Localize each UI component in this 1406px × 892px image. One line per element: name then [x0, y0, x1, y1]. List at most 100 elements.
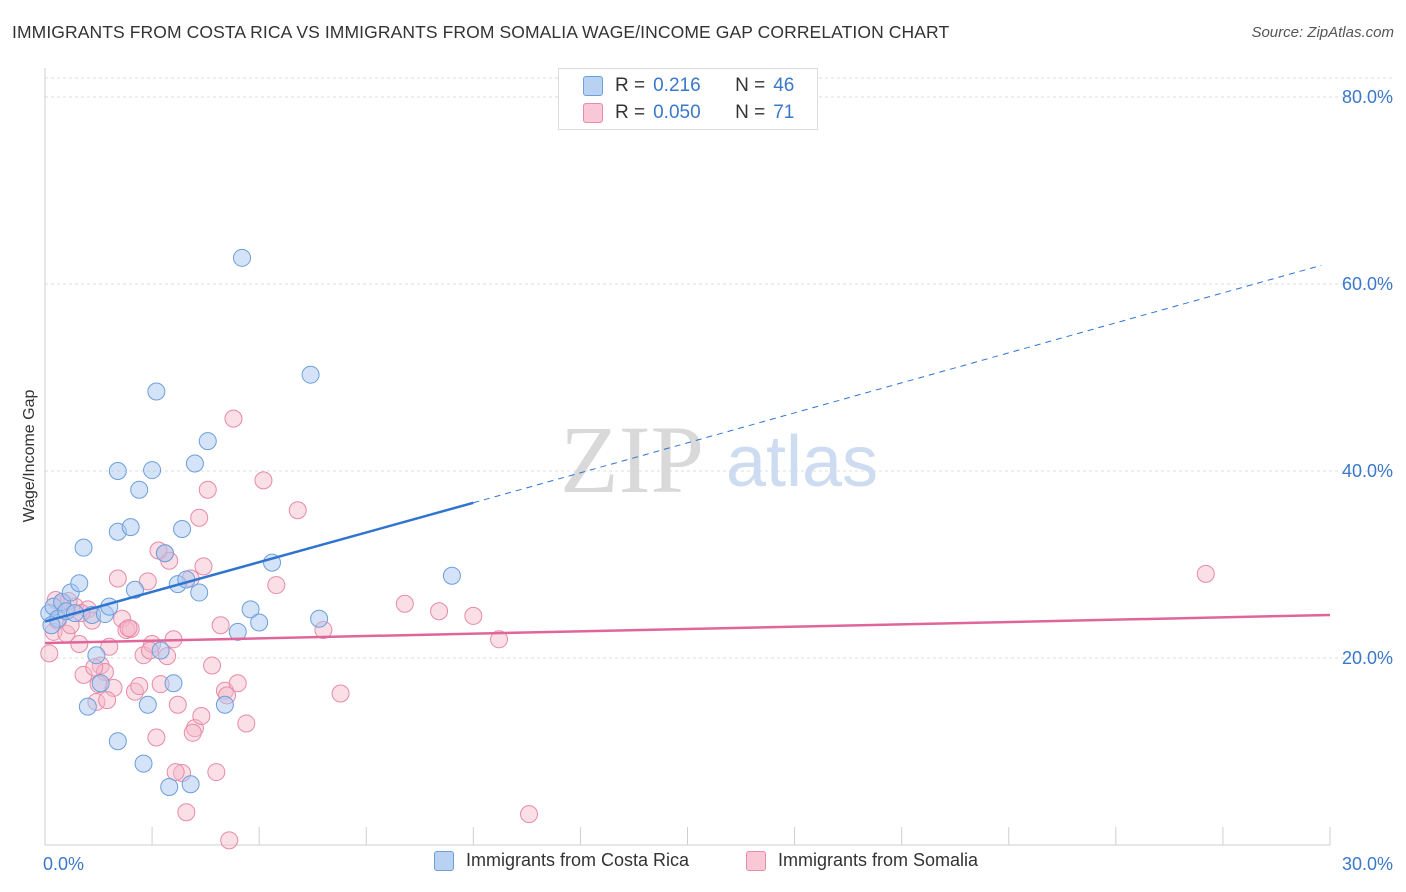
costa-rica-point[interactable]: [164, 674, 183, 693]
watermark: ZIP atlas: [560, 406, 878, 513]
somalia-point[interactable]: [203, 656, 222, 675]
grid: [45, 77, 1392, 659]
costa-rica-point[interactable]: [134, 754, 153, 773]
costa-rica-point[interactable]: [310, 609, 329, 628]
somalia-point[interactable]: [520, 805, 539, 824]
y-tick-label: 40.0%: [1342, 461, 1393, 481]
somalia-point[interactable]: [177, 803, 196, 822]
costa-rica-point[interactable]: [155, 544, 174, 563]
somalia-point[interactable]: [207, 763, 226, 782]
costa-rica-point[interactable]: [301, 365, 320, 384]
somalia-point[interactable]: [254, 471, 273, 490]
somalia-point[interactable]: [288, 501, 307, 520]
somalia-point[interactable]: [198, 480, 217, 499]
costa-rica-point[interactable]: [442, 566, 461, 585]
costa-rica-point[interactable]: [151, 641, 170, 660]
somalia-point[interactable]: [183, 723, 202, 742]
costa-rica-trend-extension: [473, 264, 1322, 504]
costa-rica-point[interactable]: [198, 432, 217, 451]
correlation-legend: R = 0.216 N = 46 R = 0.050 N = 71: [558, 68, 818, 130]
costa-rica-point[interactable]: [125, 580, 144, 599]
somalia-point[interactable]: [168, 695, 187, 714]
y-tick-label: 20.0%: [1342, 648, 1393, 668]
costa-rica-point[interactable]: [181, 775, 200, 794]
costa-rica-point[interactable]: [108, 462, 127, 480]
costa-rica-point[interactable]: [74, 538, 93, 557]
somalia-point[interactable]: [220, 831, 239, 850]
costa-rica-point[interactable]: [147, 382, 166, 401]
somalia-point[interactable]: [395, 594, 414, 613]
somalia-point[interactable]: [237, 714, 256, 733]
somalia-point[interactable]: [166, 763, 185, 782]
watermark-atlas: atlas: [726, 422, 878, 502]
costa-rica-point[interactable]: [228, 622, 247, 641]
somalia-point[interactable]: [190, 508, 209, 527]
somalia-point[interactable]: [147, 728, 166, 747]
costa-rica-point[interactable]: [70, 574, 89, 593]
legend-n-value: 46: [773, 75, 795, 96]
y-tick-label: 80.0%: [1342, 87, 1393, 107]
y-axis-label: Wage/Income Gap: [21, 390, 38, 523]
somalia-point[interactable]: [1196, 564, 1215, 583]
costa-rica-point[interactable]: [160, 778, 179, 797]
blue-swatch-icon: [583, 76, 603, 96]
pink-swatch-icon: [583, 103, 603, 123]
series-legend: Immigrants from Costa Rica Immigrants fr…: [0, 850, 1406, 880]
legend-r-value: 0.216: [653, 75, 701, 96]
somalia-point[interactable]: [331, 684, 350, 703]
somalia-point[interactable]: [98, 691, 117, 710]
tick-labels: 20.0% 40.0% 60.0% 80.0% 0.0% 30.0%: [43, 87, 1393, 874]
costa-rica-point[interactable]: [130, 480, 149, 499]
costa-rica-point[interactable]: [87, 646, 106, 665]
pink-swatch-icon: [746, 850, 766, 871]
costa-rica-point[interactable]: [108, 732, 127, 751]
costa-rica-trend-line: [44, 501, 474, 623]
somalia-point[interactable]: [464, 606, 483, 625]
axes: [44, 68, 1331, 846]
somalia-point[interactable]: [490, 630, 509, 649]
costa-rica-point[interactable]: [215, 695, 234, 714]
watermark-zip: ZIP: [560, 406, 704, 513]
source-label: Source: ZipAtlas.com: [1251, 24, 1394, 41]
costa-rica-point[interactable]: [91, 674, 110, 693]
somalia-point[interactable]: [430, 602, 449, 621]
somalia-point[interactable]: [74, 665, 93, 684]
somalia-point[interactable]: [130, 677, 149, 696]
somalia-point[interactable]: [192, 706, 211, 725]
somalia-point[interactable]: [138, 572, 157, 591]
somalia-trend-line: [44, 613, 1331, 645]
somalia-point[interactable]: [211, 616, 230, 635]
somalia-point[interactable]: [194, 557, 213, 576]
somalia-point[interactable]: [267, 576, 286, 595]
costa-rica-point[interactable]: [185, 454, 204, 473]
costa-rica-point[interactable]: [173, 519, 192, 538]
legend-row-somalia: R = 0.050 N = 71: [583, 102, 813, 124]
costa-rica-point[interactable]: [78, 697, 97, 716]
costa-rica-point[interactable]: [121, 518, 140, 537]
costa-rica-point[interactable]: [190, 583, 209, 602]
legend-n-label: N =: [735, 75, 766, 96]
chart-title: IMMIGRANTS FROM COSTA RICA VS IMMIGRANTS…: [12, 22, 950, 42]
blue-swatch-icon: [434, 850, 454, 871]
y-tick-label: 60.0%: [1342, 274, 1393, 294]
legend-item-somalia[interactable]: Immigrants from Somalia: [746, 850, 978, 871]
costa-rica-points: [40, 248, 461, 797]
legend-n-label: N =: [735, 102, 766, 123]
x-tick-label: 0.0%: [43, 854, 84, 874]
costa-rica-point[interactable]: [143, 461, 162, 480]
costa-rica-point[interactable]: [233, 248, 252, 267]
costa-rica-point[interactable]: [241, 600, 260, 619]
somalia-point[interactable]: [119, 619, 138, 638]
somalia-point[interactable]: [228, 674, 247, 693]
legend-item-costa-rica[interactable]: Immigrants from Costa Rica: [434, 850, 689, 871]
costa-rica-point[interactable]: [250, 613, 269, 632]
somalia-point[interactable]: [40, 644, 59, 663]
costa-rica-point[interactable]: [138, 695, 157, 714]
trend-lines: [44, 264, 1331, 645]
somalia-point[interactable]: [224, 409, 243, 428]
legend-r-label: R =: [615, 102, 646, 123]
somalia-point[interactable]: [70, 634, 89, 653]
legend-r-label: R =: [615, 75, 646, 96]
somalia-point[interactable]: [108, 569, 127, 588]
